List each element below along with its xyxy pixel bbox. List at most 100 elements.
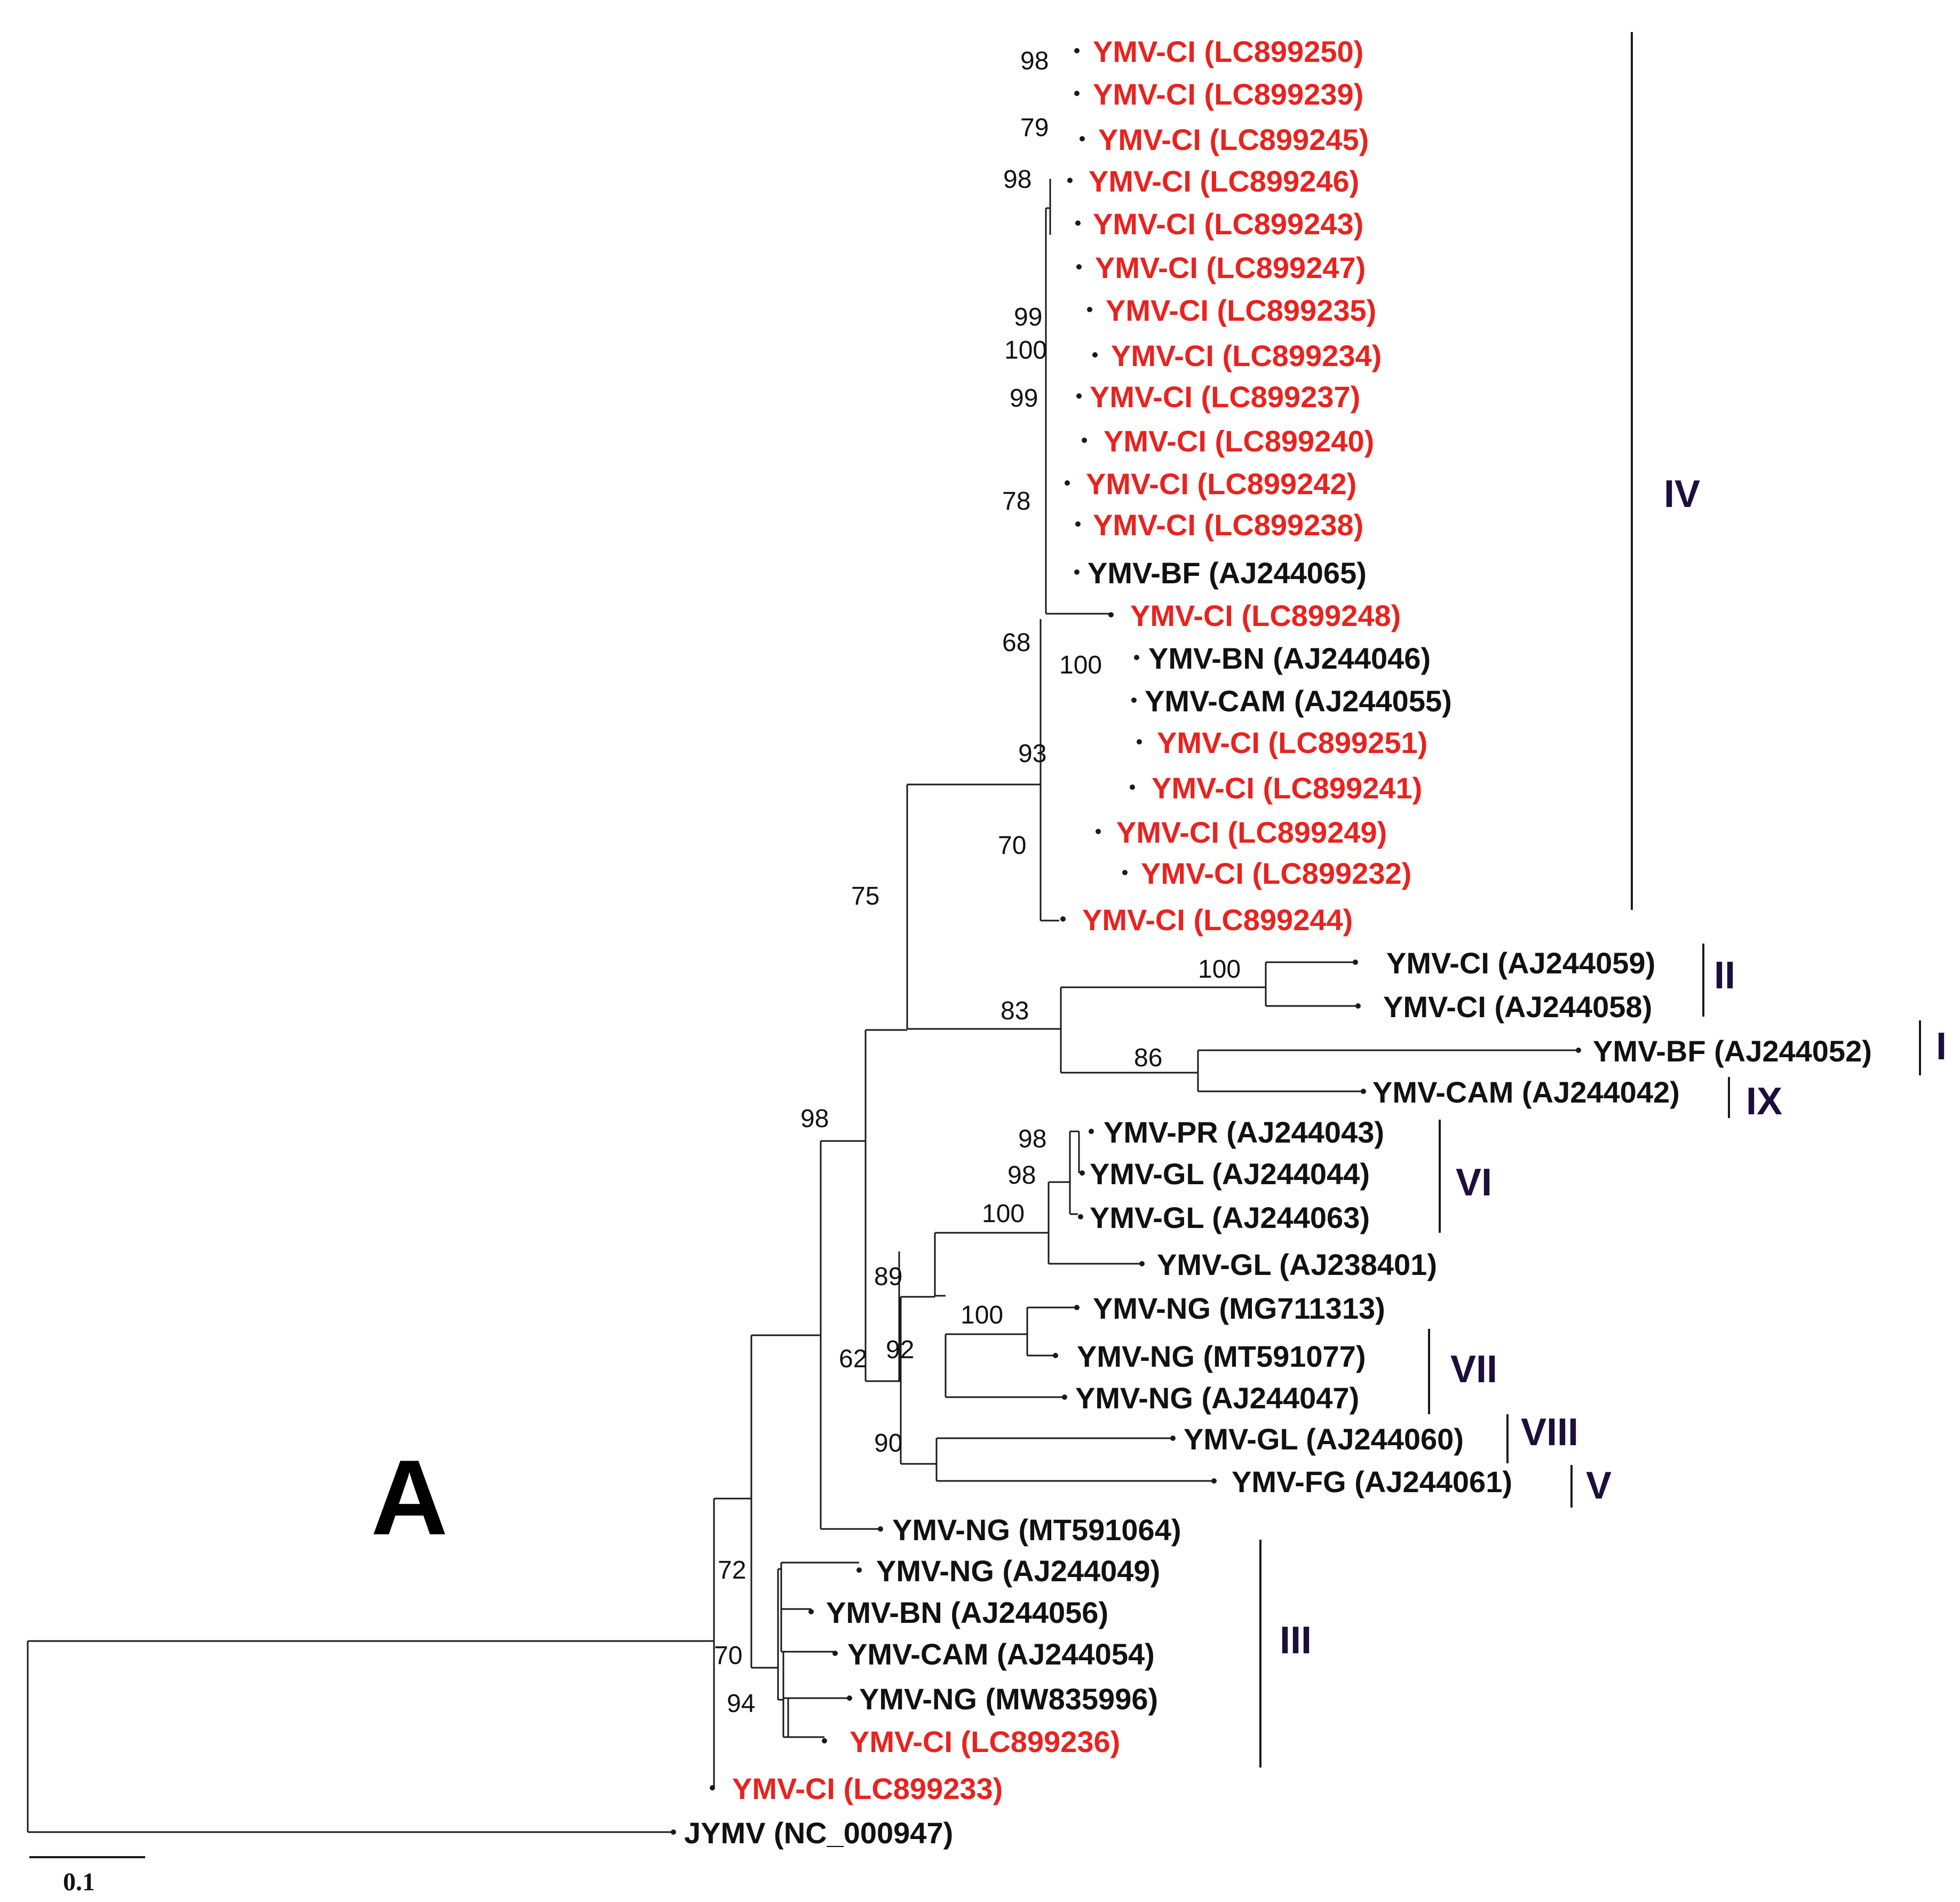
svg-text:YMV-BN (AJ244056): YMV-BN (AJ244056)	[826, 1596, 1108, 1629]
leaf-AJ244061: YMV-FG (AJ244061)	[1211, 1465, 1512, 1499]
leaf-AJ244065: YMV-BF (AJ244065)	[1074, 556, 1367, 590]
leaf-AJ244042: YMV-CAM (AJ244042)	[1361, 1075, 1680, 1109]
svg-text:YMV-CI (LC899247): YMV-CI (LC899247)	[1095, 251, 1366, 284]
svg-text:YMV-CI (LC899242): YMV-CI (LC899242)	[1086, 467, 1356, 501]
svg-text:YMV-CI (LC899239): YMV-CI (LC899239)	[1093, 77, 1363, 111]
leaf-LC899235: YMV-CI (LC899235)	[1087, 294, 1376, 327]
svg-text:89: 89	[874, 1263, 902, 1291]
svg-text:68: 68	[1002, 629, 1030, 657]
svg-text:JYMV (NC_000947): JYMV (NC_000947)	[684, 1816, 953, 1850]
svg-text:70: 70	[714, 1642, 742, 1670]
leaf-LC899237: YMV-CI (LC899237)	[1076, 380, 1360, 414]
leaf-AJ244047: YMV-NG (AJ244047)	[1062, 1381, 1359, 1415]
svg-text:YMV-CAM (AJ244054): YMV-CAM (AJ244054)	[847, 1637, 1155, 1671]
svg-text:YMV-CI (LC899245): YMV-CI (LC899245)	[1098, 123, 1369, 156]
leaf-labels: YMV-CI (LC899250) YMV-CI (LC899239) YMV-…	[671, 35, 1872, 1850]
leaf-LC899245: YMV-CI (LC899245)	[1080, 123, 1369, 156]
svg-text:YMV-CI (LC899238): YMV-CI (LC899238)	[1093, 508, 1363, 542]
svg-text:100: 100	[1004, 336, 1047, 364]
svg-text:75: 75	[851, 882, 879, 910]
clade-III: III	[1259, 1540, 1312, 1768]
svg-text:YMV-CI (LC899249): YMV-CI (LC899249)	[1116, 815, 1387, 849]
svg-text:YMV-CI (LC899243): YMV-CI (LC899243)	[1093, 207, 1363, 241]
svg-text:YMV-PR (AJ244043): YMV-PR (AJ244043)	[1104, 1115, 1384, 1149]
svg-text:99: 99	[1014, 303, 1042, 331]
leaf-LC899248: YMV-CI (LC899248)	[1108, 599, 1401, 632]
clade-I: I	[1919, 1020, 1947, 1075]
leaf-NC_000947: JYMV (NC_000947)	[671, 1816, 953, 1850]
scale-bar: 0.1	[29, 1856, 145, 1896]
svg-text:I: I	[1936, 1025, 1947, 1068]
clade-VII: VII	[1428, 1329, 1497, 1414]
clade-II: II	[1702, 944, 1735, 1017]
leaf-LC899243: YMV-CI (LC899243)	[1075, 207, 1363, 241]
bootstrap-values: 98 79 98 99 100 99 78 68 100 93 70 75 10…	[714, 47, 1241, 1718]
svg-text:YMV-NG (MG711313): YMV-NG (MG711313)	[1093, 1291, 1385, 1325]
svg-text:YMV-CI (LC899233): YMV-CI (LC899233)	[732, 1772, 1003, 1805]
svg-text:YMV-CI (LC899246): YMV-CI (LC899246)	[1089, 164, 1359, 198]
leaf-LC899240: YMV-CI (LC899240)	[1082, 424, 1374, 458]
leaf-LC899242: YMV-CI (LC899242)	[1065, 467, 1356, 501]
leaf-AJ244063: YMV-GL (AJ244063)	[1078, 1201, 1370, 1234]
svg-text:YMV-CI (LC899251): YMV-CI (LC899251)	[1157, 726, 1427, 759]
svg-text:YMV-GL (AJ244063): YMV-GL (AJ244063)	[1090, 1201, 1370, 1234]
svg-text:YMV-CI (LC899248): YMV-CI (LC899248)	[1130, 599, 1401, 632]
leaf-LC899233: YMV-CI (LC899233)	[710, 1772, 1003, 1805]
clade-VIII: VIII	[1506, 1411, 1578, 1463]
svg-text:100: 100	[1198, 955, 1241, 984]
svg-text:YMV-CAM (AJ244042): YMV-CAM (AJ244042)	[1372, 1075, 1680, 1109]
leaf-AJ244060: YMV-GL (AJ244060)	[1170, 1422, 1464, 1456]
svg-text:YMV-CI (LC899236): YMV-CI (LC899236)	[850, 1725, 1120, 1758]
clade-IX: IX	[1728, 1077, 1782, 1123]
svg-text:IV: IV	[1664, 473, 1700, 516]
svg-text:YMV-NG (AJ244047): YMV-NG (AJ244047)	[1075, 1381, 1359, 1415]
svg-text:YMV-CI (LC899240): YMV-CI (LC899240)	[1104, 424, 1374, 458]
svg-text:YMV-CI (LC899235): YMV-CI (LC899235)	[1106, 294, 1376, 327]
svg-text:YMV-CI (LC899241): YMV-CI (LC899241)	[1152, 771, 1422, 805]
svg-text:72: 72	[718, 1556, 746, 1584]
leaf-AJ244059: YMV-CI (AJ244059)	[1353, 946, 1655, 980]
leaf-LC899244: YMV-CI (LC899244)	[1060, 903, 1353, 937]
svg-text:VIII: VIII	[1521, 1411, 1578, 1454]
svg-text:V: V	[1586, 1464, 1612, 1507]
svg-text:100: 100	[1059, 651, 1102, 679]
svg-text:93: 93	[1018, 740, 1046, 768]
leaf-LC899234: YMV-CI (LC899234)	[1092, 339, 1382, 373]
panel-label: A	[371, 1438, 448, 1557]
svg-text:YMV-NG (MT591077): YMV-NG (MT591077)	[1077, 1340, 1366, 1373]
svg-text:YMV-CAM (AJ244055): YMV-CAM (AJ244055)	[1145, 684, 1452, 718]
leaf-AJ244046: YMV-BN (AJ244046)	[1134, 641, 1431, 675]
leaf-LC899250: YMV-CI (LC899250)	[1074, 35, 1363, 68]
svg-text:YMV-FG (AJ244061): YMV-FG (AJ244061)	[1232, 1465, 1512, 1499]
svg-text:YMV-CI (AJ244059): YMV-CI (AJ244059)	[1386, 946, 1655, 980]
svg-text:YMV-CI (LC899237): YMV-CI (LC899237)	[1090, 380, 1360, 414]
clade-VI: VI	[1439, 1120, 1492, 1233]
svg-text:YMV-NG (MT591064): YMV-NG (MT591064)	[892, 1513, 1181, 1547]
svg-text:99: 99	[1010, 384, 1038, 413]
svg-text:YMV-BF (AJ244052): YMV-BF (AJ244052)	[1593, 1034, 1872, 1068]
svg-text:YMV-GL (AJ244060): YMV-GL (AJ244060)	[1184, 1422, 1464, 1456]
svg-text:100: 100	[982, 1200, 1025, 1228]
svg-text:YMV-BN (AJ244046): YMV-BN (AJ244046)	[1148, 641, 1431, 675]
leaf-LC899247: YMV-CI (LC899247)	[1076, 251, 1366, 284]
svg-text:83: 83	[1001, 997, 1029, 1025]
svg-text:YMV-CI (LC899244): YMV-CI (LC899244)	[1082, 903, 1353, 937]
svg-text:YMV-GL (AJ238401): YMV-GL (AJ238401)	[1157, 1248, 1437, 1281]
leaf-LC899239: YMV-CI (LC899239)	[1074, 77, 1363, 111]
svg-text:98: 98	[1020, 47, 1049, 75]
svg-text:VI: VI	[1456, 1161, 1492, 1204]
svg-text:II: II	[1714, 954, 1735, 997]
leaf-LC899238: YMV-CI (LC899238)	[1075, 508, 1363, 542]
svg-text:100: 100	[961, 1301, 1003, 1329]
leaf-MG711313: YMV-NG (MG711313)	[1074, 1291, 1385, 1325]
leaf-AJ244054: YMV-CAM (AJ244054)	[832, 1637, 1155, 1671]
svg-text:92: 92	[886, 1336, 914, 1364]
leaf-AJ244052: YMV-BF (AJ244052)	[1576, 1034, 1872, 1068]
svg-text:YMV-GL (AJ244044): YMV-GL (AJ244044)	[1090, 1157, 1370, 1191]
svg-text:YMV-CI (AJ244058): YMV-CI (AJ244058)	[1383, 990, 1652, 1024]
svg-text:YMV-CI (LC899234): YMV-CI (LC899234)	[1111, 339, 1382, 373]
leaf-AJ244058: YMV-CI (AJ244058)	[1355, 990, 1652, 1024]
svg-text:98: 98	[800, 1105, 829, 1133]
svg-text:78: 78	[1002, 487, 1030, 516]
